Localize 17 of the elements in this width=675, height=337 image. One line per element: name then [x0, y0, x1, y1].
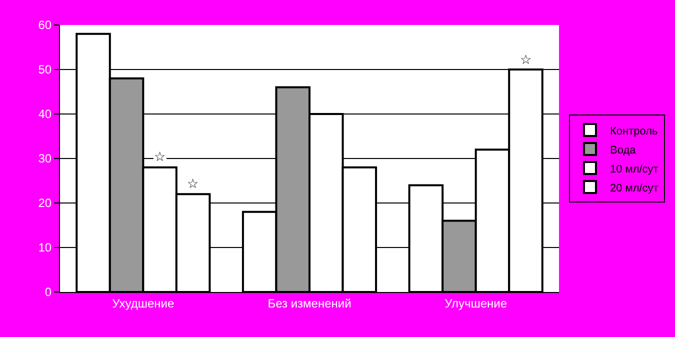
y-tick-label: 60	[38, 18, 52, 32]
data-label: ☆	[187, 176, 199, 191]
x-tick-label: Ухудшение	[112, 296, 174, 310]
x-tick-label: Без изменений	[268, 296, 352, 310]
y-tick-label: 30	[38, 152, 52, 166]
y-tick-label: 10	[38, 240, 52, 255]
legend-label: 10 мл/сут	[610, 163, 658, 176]
y-tick-label: 40	[38, 107, 52, 122]
y-tick-label: 20	[38, 196, 52, 210]
y-tick-label: 50	[38, 62, 52, 77]
x-tick-label: Улучшение	[444, 296, 508, 310]
data-label: ☆	[520, 52, 532, 67]
legend-label: Контроль	[610, 125, 658, 138]
legend-label: Вода	[610, 144, 637, 156]
data-label: ☆	[154, 149, 166, 164]
legend-label: 20 мл/сут	[610, 182, 658, 194]
y-tick-label: 0	[44, 285, 52, 300]
